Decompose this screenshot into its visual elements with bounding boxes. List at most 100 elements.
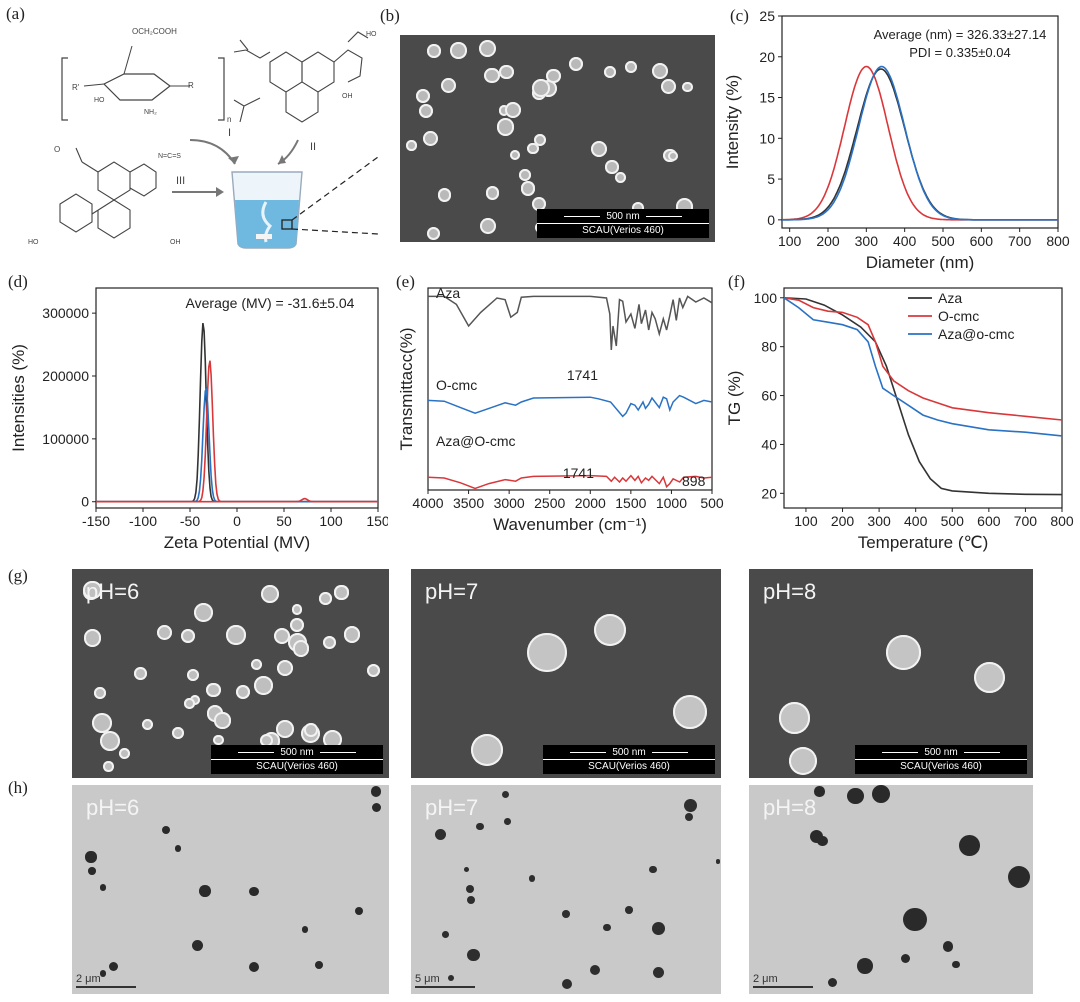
particle bbox=[214, 712, 231, 729]
x-tick-label: 600 bbox=[970, 233, 994, 249]
particle bbox=[603, 65, 616, 78]
x-tick-label: 500 bbox=[941, 513, 965, 529]
panel-label-d: (d) bbox=[8, 272, 28, 291]
particle bbox=[440, 77, 456, 94]
x-tick-label: 200 bbox=[816, 233, 840, 249]
series-line-0 bbox=[783, 297, 1063, 496]
particle bbox=[479, 217, 496, 234]
x-tick-label: 1500 bbox=[615, 495, 646, 511]
y-tick-label: 5 bbox=[767, 171, 775, 187]
annotation-average: Average (MV) = -31.6±5.04 bbox=[186, 295, 355, 311]
plot-frame bbox=[427, 287, 713, 491]
tem-ph7-scalebar: 5 μm bbox=[415, 973, 475, 988]
legend-label: Aza@o-cmc bbox=[938, 326, 1014, 342]
particle bbox=[212, 734, 224, 746]
particle bbox=[532, 78, 551, 97]
x-tick-label: 200 bbox=[831, 513, 855, 529]
particle bbox=[235, 684, 251, 700]
y-tick-label: 80 bbox=[761, 339, 777, 355]
sem-ph7-scalebar: 500 nm SCAU(Verios 460) bbox=[543, 745, 715, 774]
particle bbox=[187, 668, 200, 682]
synthesis-scheme: n OCH₂COOH R R' HO NH₂ HO OH bbox=[28, 27, 379, 249]
particle bbox=[315, 960, 323, 969]
particle bbox=[684, 812, 693, 821]
step-ii-label: II bbox=[310, 141, 316, 153]
particle bbox=[973, 662, 1005, 694]
particle bbox=[788, 746, 817, 775]
x-axis-label: Zeta Potential (MV) bbox=[164, 533, 310, 552]
sem-image-ph6: pH=6 500 nm SCAU(Verios 460) bbox=[72, 569, 389, 778]
nh2-label: NH₂ bbox=[144, 109, 157, 116]
particle bbox=[304, 722, 319, 737]
y-tick-label: 20 bbox=[761, 485, 777, 501]
y-tick-label: 0 bbox=[767, 212, 775, 228]
series-line-1 bbox=[427, 394, 713, 418]
y-axis-label: Intensity (%) bbox=[723, 75, 742, 169]
series-line-0 bbox=[428, 295, 713, 351]
particle bbox=[161, 826, 170, 835]
particle bbox=[520, 180, 536, 196]
panel-label-e: (e) bbox=[396, 272, 415, 291]
peak-1741-aza: 1741 bbox=[567, 367, 598, 383]
particle bbox=[546, 68, 561, 84]
y-tick-label: 10 bbox=[759, 130, 775, 146]
ho-label-3: HO bbox=[28, 239, 39, 246]
particle bbox=[532, 196, 547, 211]
particle bbox=[109, 962, 119, 972]
particle bbox=[625, 60, 638, 73]
sem-b-scalebar: 500 nm SCAU(Verios 460) bbox=[537, 209, 709, 238]
chart-ftir: 4000 3500 3000 2500 2000 1500 1000 500 Wavenumbe… bbox=[397, 285, 724, 534]
ho-label: HO bbox=[94, 97, 105, 104]
ncs-label: N=C=S bbox=[158, 153, 181, 160]
particle bbox=[194, 602, 214, 622]
particle bbox=[562, 910, 570, 918]
subscript-n: n bbox=[227, 115, 231, 124]
sem-ph6-label: pH=6 bbox=[86, 579, 140, 604]
y-tick-label: 20 bbox=[759, 49, 775, 65]
particle bbox=[367, 663, 381, 677]
particle bbox=[276, 720, 295, 739]
particle bbox=[959, 834, 980, 856]
x-tick-label: 2000 bbox=[575, 495, 606, 511]
chart-size-distribution: 100 200 300 400 500 600 700 800 0 5 10 15 20 25 Diamet… bbox=[723, 8, 1070, 272]
particle bbox=[667, 150, 679, 162]
particle bbox=[435, 828, 447, 840]
particle bbox=[370, 786, 381, 797]
y-tick-label: 25 bbox=[759, 8, 775, 24]
step-i-label: I bbox=[228, 127, 231, 139]
particle bbox=[249, 886, 259, 897]
particle bbox=[354, 906, 364, 915]
x-tick-label: 2500 bbox=[534, 495, 565, 511]
fitc-structure bbox=[59, 147, 157, 239]
x-tick-label: 400 bbox=[893, 233, 917, 249]
particle bbox=[952, 960, 960, 969]
x-tick-label: 500 bbox=[700, 495, 724, 511]
particle bbox=[589, 964, 601, 976]
x-tick-label: 0 bbox=[233, 513, 241, 529]
particle bbox=[593, 613, 627, 647]
y-tick-label: 0 bbox=[81, 494, 89, 510]
particle bbox=[83, 629, 102, 648]
particle bbox=[276, 659, 294, 677]
series-line-2 bbox=[96, 386, 378, 503]
series-line-0 bbox=[96, 322, 378, 503]
plot-frame bbox=[781, 15, 1059, 229]
particle bbox=[809, 829, 824, 844]
particle bbox=[534, 133, 547, 146]
o-label: O bbox=[54, 145, 60, 154]
particle bbox=[605, 160, 619, 174]
particle bbox=[464, 866, 469, 872]
particle bbox=[273, 627, 291, 644]
tem-ph8-label: pH=8 bbox=[763, 795, 817, 820]
particle bbox=[509, 150, 520, 161]
particle bbox=[319, 592, 332, 605]
series-line-2 bbox=[783, 297, 1063, 437]
oh-label-3: OH bbox=[170, 239, 181, 246]
tem-ph6-scalebar: 2 μm bbox=[76, 973, 136, 988]
y-tick-label: 60 bbox=[761, 388, 777, 404]
particle bbox=[651, 62, 669, 80]
particle bbox=[301, 926, 309, 933]
sem-image-ph7: pH=7 500 nm SCAU(Verios 460) bbox=[411, 569, 721, 778]
substituent-label: OCH₂COOH bbox=[132, 27, 177, 36]
